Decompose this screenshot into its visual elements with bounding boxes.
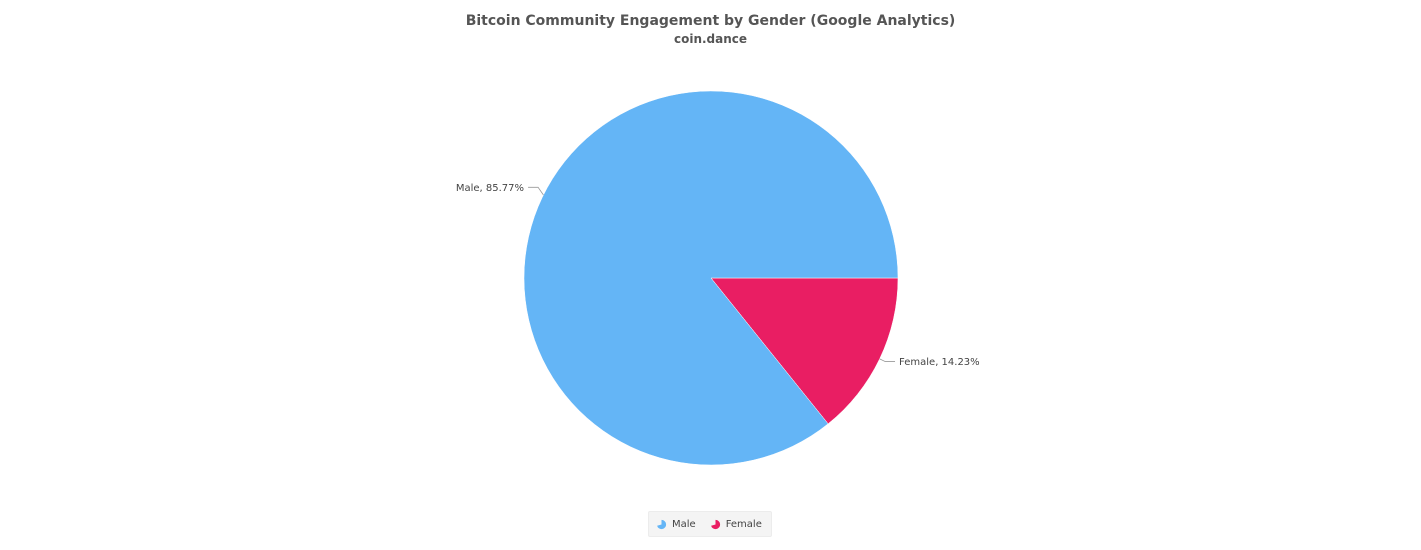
data-label-male: Male, 85.77% — [456, 183, 524, 194]
leader-line-male — [528, 186, 544, 196]
legend-male-icon-shape — [657, 519, 667, 529]
chart-subtitle: coin.dance — [673, 32, 748, 46]
pie-slice-icon — [657, 519, 667, 529]
pie-slice-male[interactable] — [523, 90, 899, 466]
pie-slice-female[interactable] — [710, 277, 899, 425]
legend-female-icon-shape — [710, 519, 720, 529]
chart-title: Bitcoin Community Engagement by Gender (… — [465, 13, 956, 29]
legend-item-male[interactable]: Male — [656, 519, 696, 530]
legend-female-label: Female — [725, 518, 762, 530]
pie-slice-icon — [710, 519, 720, 529]
legend-male-label: Male — [672, 518, 696, 530]
chart-legend: Male Female — [648, 511, 772, 537]
leader-line-female — [879, 358, 896, 362]
legend-item-female[interactable]: Female — [710, 519, 762, 530]
data-label-female: Female, 14.23% — [899, 357, 980, 368]
